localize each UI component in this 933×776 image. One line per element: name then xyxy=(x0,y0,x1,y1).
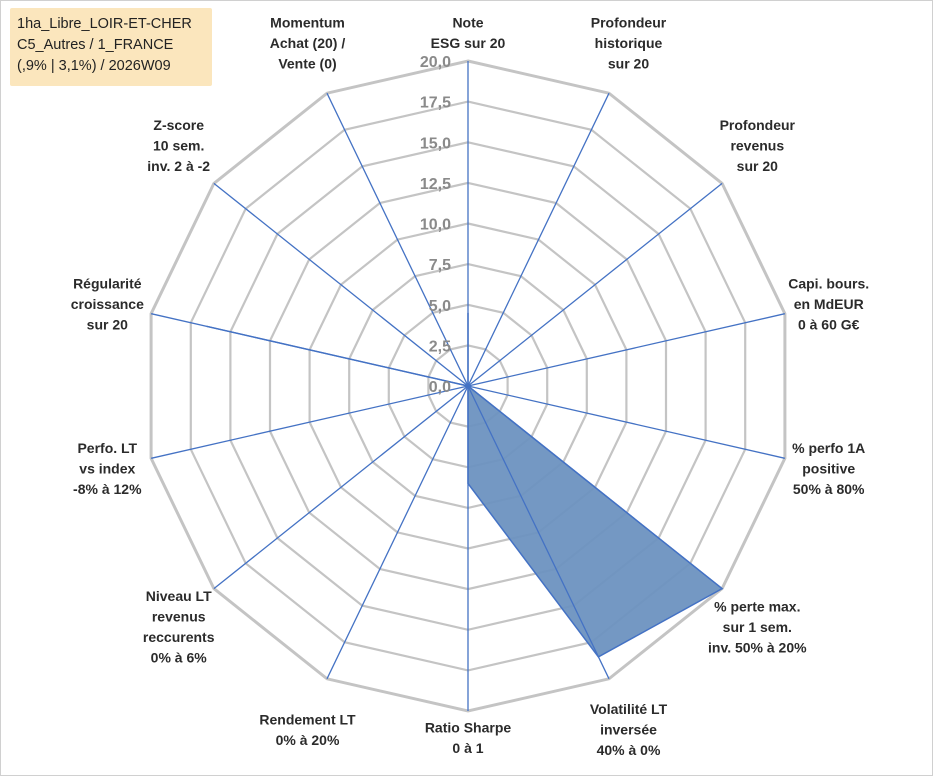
axis-spoke xyxy=(151,313,469,387)
axis-label-line: 0 à 60 G€ xyxy=(798,316,860,332)
axis-label-line: revenus xyxy=(730,138,784,154)
axis-label: Rendement LT 0% à 20% xyxy=(259,711,356,748)
axis-label-line: ESG sur 20 xyxy=(431,35,506,51)
axis-label: Ratio Sharpe 0 à 1 xyxy=(425,720,512,757)
axis-label: Perfo. LT vs index -8% à 12% xyxy=(73,440,142,497)
axis-label-line: 0 à 1 xyxy=(452,740,483,756)
axis-label: Profondeur revenus sur 20 xyxy=(720,117,796,174)
axis-label-line: Régularité xyxy=(73,275,142,291)
axis-label-line: 0% à 6% xyxy=(151,650,208,666)
axis-label-line: Volatilité LT xyxy=(590,701,668,717)
axis-label-line: vs index xyxy=(79,461,135,477)
axis-label-line: Capi. bours. xyxy=(788,275,869,291)
axis-label: Niveau LT revenus reccurents 0% à 6% xyxy=(143,588,215,666)
axis-label-line: en MdEUR xyxy=(794,296,864,312)
axis-spoke xyxy=(467,385,610,680)
axis-label-line: % perte max. xyxy=(714,598,800,614)
axis-label: Profondeur historique sur 20 xyxy=(591,14,667,71)
axis-label: Z-score 10 sem. inv. 2 à -2 xyxy=(147,117,210,174)
axis-label: Momentum Achat (20) / Vente (0) xyxy=(270,14,346,71)
axis-label-line: Profondeur xyxy=(591,14,667,30)
axis-label-line: % perfo 1A xyxy=(792,440,865,456)
tick-label: 15,0 xyxy=(420,135,451,152)
axis-label-line: Z-score xyxy=(153,117,204,133)
tick-label: 5,0 xyxy=(429,298,451,315)
tick-label: 12,5 xyxy=(420,176,451,193)
axis-label-line: 40% à 0% xyxy=(597,742,661,758)
axis-label-line: Profondeur xyxy=(720,117,796,133)
tick-label: 10,0 xyxy=(420,217,451,234)
axis-spoke xyxy=(467,385,785,459)
axis-label-line: sur 20 xyxy=(737,158,778,174)
axis-label-line: inv. 50% à 20% xyxy=(708,639,807,655)
axis-spoke xyxy=(467,182,723,387)
axis-label: Capi. bours. en MdEUR 0 à 60 G€ xyxy=(788,275,869,332)
axis-label-line: Achat (20) / xyxy=(270,35,346,51)
axis-label: Régularité croissance sur 20 xyxy=(71,275,144,332)
info-line-2: C5_Autres / 1_FRANCE xyxy=(17,37,174,53)
axis-label-line: Rendement LT xyxy=(259,711,356,727)
series-area xyxy=(206,312,724,658)
axis-spoke xyxy=(326,92,469,387)
axis-label: Volatilité LT inversée 40% à 0% xyxy=(590,701,668,758)
axis-label-line: sur 1 sem. xyxy=(723,619,792,635)
axis-label-line: reccurents xyxy=(143,629,215,645)
axis-label: Note ESG sur 20 xyxy=(431,15,506,52)
axis-label-line: historique xyxy=(595,35,663,51)
radial-tick-labels: 0,0 2,5 5,0 7,5 10,0 12,5 15,0 17,5 20,0 xyxy=(420,54,451,396)
axis-label-line: -8% à 12% xyxy=(73,481,142,497)
axis-spoke xyxy=(213,182,469,387)
axis-label-line: croissance xyxy=(71,296,144,312)
axis-label-line: Vente (0) xyxy=(278,55,336,71)
axis-label-line: 10 sem. xyxy=(153,138,204,154)
axis-label-line: inversée xyxy=(600,722,657,738)
info-line-3: (,9% | 3,1%) / 2026W09 xyxy=(17,58,171,74)
axis-label: % perte max. sur 1 sem. inv. 50% à 20% xyxy=(708,598,807,655)
axis-label-line: Ratio Sharpe xyxy=(425,720,512,736)
tick-label: 17,5 xyxy=(420,95,451,112)
axis-label-line: Momentum xyxy=(270,14,345,30)
axis-spoke xyxy=(151,385,469,459)
axis-label-line: sur 20 xyxy=(87,316,128,332)
axis-spoke xyxy=(467,92,610,387)
axis-label-line: Niveau LT xyxy=(146,588,212,604)
axis-label-line: sur 20 xyxy=(608,55,649,71)
axis-spoke xyxy=(467,385,723,590)
axis-label-line: 50% à 80% xyxy=(793,481,865,497)
axis-spoke xyxy=(326,385,469,680)
axis-label-line: positive xyxy=(802,461,855,477)
axis-label-line: Perfo. LT xyxy=(77,440,137,456)
axis-label-line: inv. 2 à -2 xyxy=(147,158,210,174)
axis-spoke xyxy=(467,313,785,387)
info-line-1: 1ha_Libre_LOIR-ET-CHER xyxy=(17,16,192,32)
axis-label: % perfo 1A positive 50% à 80% xyxy=(792,440,865,497)
axis-label-line: revenus xyxy=(152,609,206,625)
axis-spoke xyxy=(213,385,469,590)
radar-series xyxy=(206,312,724,658)
axis-label-line: 0% à 20% xyxy=(276,732,340,748)
tick-label: 0,0 xyxy=(429,379,451,396)
axis-label-line: Note xyxy=(452,15,483,31)
tick-label: 20,0 xyxy=(420,54,451,71)
tick-label: 2,5 xyxy=(429,338,451,355)
axis-labels: Note ESG sur 20 Profondeur historique sur 20… xyxy=(71,14,869,758)
info-box: 1ha_Libre_LOIR-ET-CHER C5_Autres / 1_FRA… xyxy=(10,8,212,86)
tick-label: 7,5 xyxy=(429,257,451,274)
radar-spokes xyxy=(151,61,785,711)
